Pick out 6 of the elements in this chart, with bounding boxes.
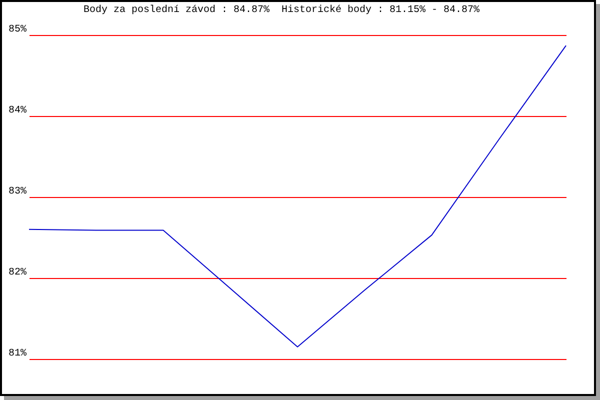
y-tick-label: 82%	[8, 268, 26, 278]
y-tick-label: 85%	[8, 24, 26, 36]
y-tick-label: 83%	[8, 186, 26, 198]
chart-title: Body za poslední závod : 84.87% Historické body : 81.15% - 84.87%	[83, 4, 480, 16]
y-tick-label: 84%	[8, 106, 26, 116]
y-tick-label: 81%	[8, 348, 26, 360]
